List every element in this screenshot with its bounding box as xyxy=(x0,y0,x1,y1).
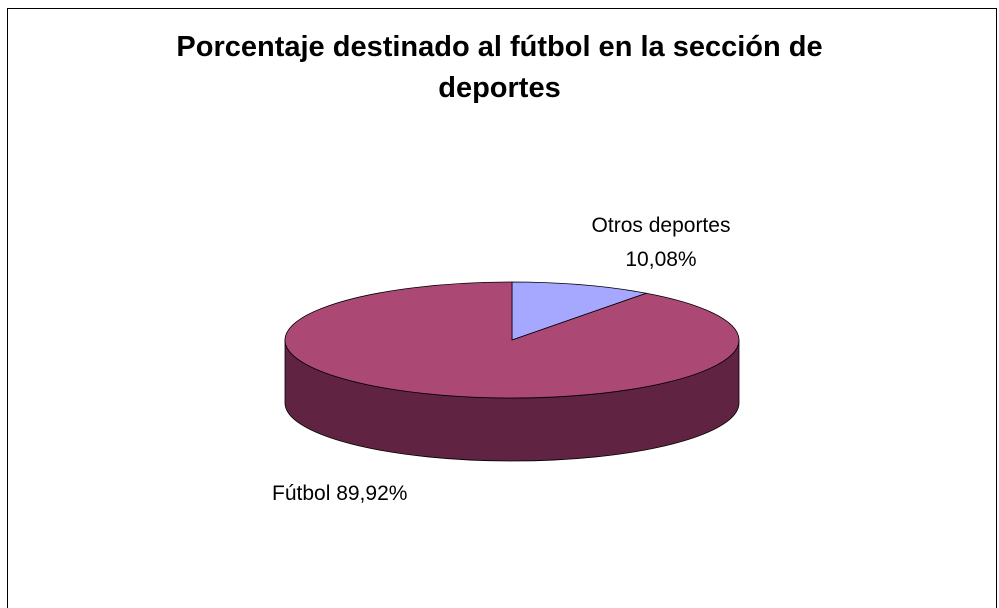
chart-title-line-2: deportes xyxy=(438,72,561,104)
chart-frame xyxy=(7,8,997,608)
chart-title-line-1: Porcentaje destinado al fútbol en la sec… xyxy=(176,31,823,63)
pie-label-otros-deportes-line-2: 10,08% xyxy=(625,248,696,271)
pie-labels: Otros deportes 10,08% Fútbol 89,92% xyxy=(272,214,730,505)
chart-title: Porcentaje destinado al fútbol en la sec… xyxy=(0,27,999,109)
pie-slice-futbol xyxy=(284,281,740,399)
pie-slice-otros-deportes xyxy=(511,281,648,341)
pie-label-futbol: Fútbol 89,92% xyxy=(272,482,407,505)
pie-label-otros-deportes-line-1: Otros deportes xyxy=(592,214,731,237)
pie-top-faces xyxy=(284,281,740,399)
